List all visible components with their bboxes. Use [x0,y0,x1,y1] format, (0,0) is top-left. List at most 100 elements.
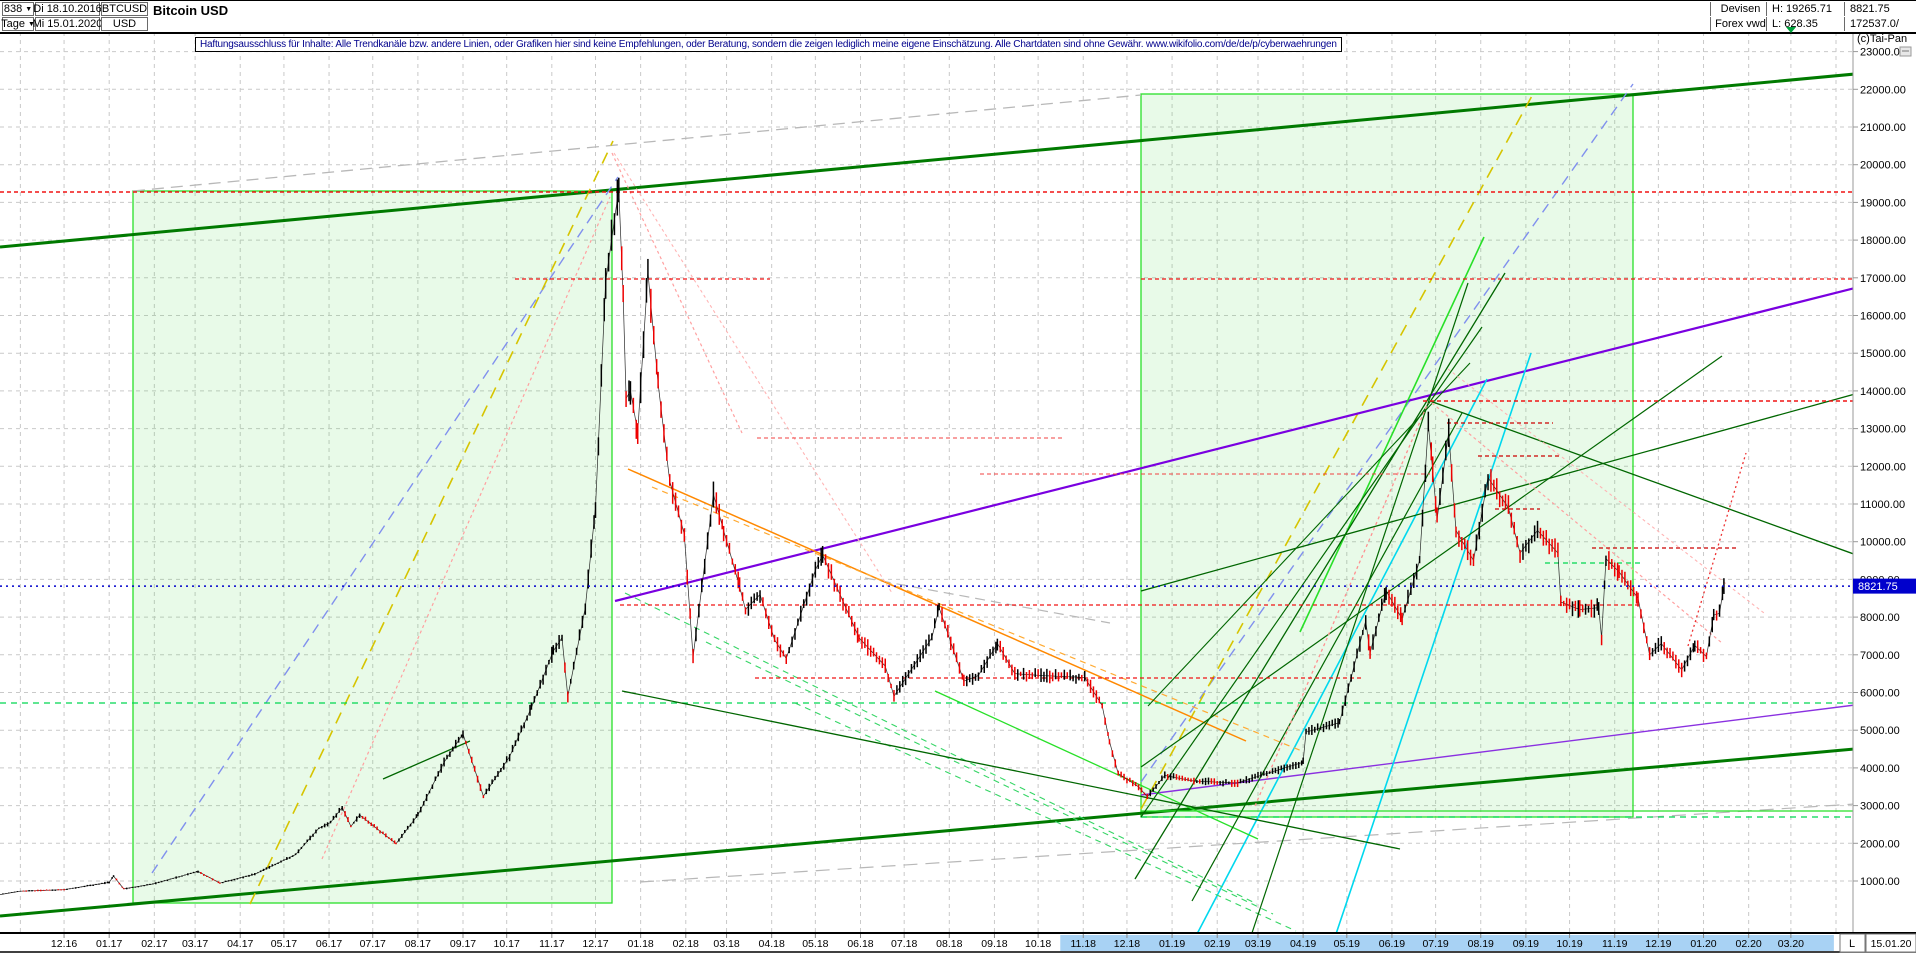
y-tick-label: 3000.00 [1860,801,1900,813]
x-tick-label: 10.19 [1556,938,1582,950]
trend-line [1687,452,1747,647]
trend-box [132,190,613,904]
source-line2: Forex vwd [1715,18,1766,30]
x-tick-label: 04.18 [759,938,785,950]
trend-lines [0,72,1853,933]
trend-line [1140,704,1853,796]
x-tick-label: 11.19 [1602,938,1628,950]
x-tick-label: 12.18 [1114,938,1140,950]
trend-line [1140,355,1723,768]
trend-line [1254,402,1429,807]
x-tick-label: 12.16 [51,938,77,950]
currency-cell: USD [101,17,148,31]
gridlines [0,32,1853,933]
y-tick-label: 11000.00 [1860,499,1905,511]
trend-line [1140,93,1534,810]
x-tick-label: 06.19 [1379,938,1405,950]
x-tick-label: 08.17 [405,938,431,950]
last-price-badge [1853,578,1916,594]
x-tick-label: 03.17 [182,938,208,950]
date-from-cell[interactable]: Di 18.10.2016 [33,2,102,16]
source-name: Devisen [1710,2,1765,16]
period-low: L: 628.35 [1766,17,1843,31]
x-tick-label: 01.19 [1159,938,1185,950]
last-price-badge-text: 8821.75 [1858,581,1898,593]
period-value: Tage [1,18,25,30]
trend-line [651,486,1303,752]
trend-line [1447,368,1765,614]
y-tick-label: 17000.00 [1860,273,1906,285]
plot-area[interactable] [0,32,1916,951]
price-bars [2,177,1725,895]
page-title: Bitcoin USD [153,3,229,18]
source-feed: Forex vwd [1710,17,1766,31]
x-tick-label: 12.17 [582,938,608,950]
y-tick-label: 4000.00 [1860,763,1900,775]
x-tick-label: 02.19 [1204,938,1230,950]
currency: USD [112,18,137,30]
x-tick-label: 01.17 [96,938,122,950]
y-tick-label: 2000.00 [1860,838,1900,850]
y-tick-label: 6000.00 [1860,688,1900,700]
y-tick-label: 13000.00 [1860,424,1906,436]
y-tick-label: 8000.00 [1860,612,1900,624]
x-tick-label: 03.20 [1778,938,1804,950]
x-tick-label: 02.20 [1736,938,1762,950]
y-tick-label: 16000.00 [1860,311,1906,323]
trend-line [613,152,893,594]
x-tick-label: 11.17 [539,938,565,950]
volume-value: 172537.0/ [1850,18,1899,30]
last-marker: L [1849,938,1855,950]
trend-line [1299,236,1485,633]
trend-line [794,702,1297,932]
chart-header: 838 ▼ Tage ▼ Di 18.10.2016 Mi 15.01.2020… [0,1,1916,34]
source-line1: Devisen [1720,3,1761,15]
x-tick-label: 01.18 [627,938,653,950]
x-axis-highlight [1060,935,1834,951]
date-to-cell[interactable]: Mi 15.01.2020 [33,17,102,31]
y-tick-label: 23000.00 [1860,47,1906,59]
x-tick-label: 07.19 [1422,938,1448,950]
y-tick-label: 12000.00 [1860,461,1906,473]
x-tick-label: 10.18 [1025,938,1051,950]
x-axis-labels: 12.16 01.17 02.17 03.17 04.17 05.17 06.17 07.17… [51,934,1804,950]
x-tick-label: 02.18 [673,938,699,950]
period-dropdown[interactable]: Tage ▼ [1,17,35,31]
y-tick-label: 21000.00 [1860,122,1906,134]
x-tick-label: 01.20 [1690,938,1716,950]
x-tick-label: 02.17 [141,938,167,950]
x-tick-label: 06.18 [847,938,873,950]
high-value: H: 19265.71 [1772,3,1832,15]
x-tick-label: 09.17 [450,938,476,950]
x-tick-label: 06.17 [316,938,342,950]
trend-line [249,140,614,905]
symbol: BTCUSD [101,3,148,15]
feed-marker-icon [1786,27,1796,33]
y-tick-label: 5000.00 [1860,725,1900,737]
trend-line [1147,362,1471,707]
y-tick-label: 7000.00 [1860,650,1900,662]
x-tick-label: 05.17 [271,938,297,950]
y-tick-label: 22000.00 [1860,84,1906,96]
trend-line [0,72,1853,249]
x-tick-label: 09.18 [981,938,1007,950]
x-tick-label: 09.19 [1513,938,1539,950]
trend-line [1429,400,1853,555]
symbol-cell: BTCUSD [101,2,148,16]
trend-line [0,747,1853,918]
low-value: L: 628.35 [1772,18,1818,30]
last-date: 15.01.20 [1871,938,1912,950]
x-tick-label: 05.18 [802,938,828,950]
y-tick-label: 1000.00 [1860,876,1900,888]
trend-line [1196,378,1488,933]
y-axis-labels: 1000.00 2000.00 3000.00 4000.00 5000.00 6000.… [1853,47,1906,888]
y-tick-label: 10000.00 [1860,537,1906,549]
x-tick-label: 05.19 [1334,938,1360,950]
trend-line [151,176,619,874]
trend-line [705,641,1274,915]
bars-count-dropdown[interactable]: 838 ▼ [2,2,34,16]
trend-line [934,690,1259,840]
